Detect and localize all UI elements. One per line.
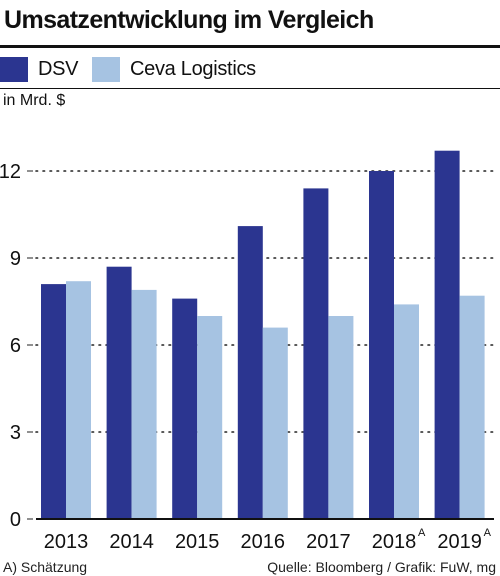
bar-dsv-2016 [237,226,263,519]
bar-dsv-2014 [106,266,132,519]
bar-dsv-2018 [369,171,394,519]
y-tick-label-6: 6 [10,335,21,357]
x-tick-label-2018: 2018 [372,531,417,553]
bar-ceva-2019 [459,295,485,519]
x-tick-label-2014: 2014 [109,531,154,553]
legend-item-dsv: DSV [0,55,79,83]
bar-dsv-2019 [434,150,460,519]
bar-dsv-2017 [303,188,329,519]
x-tick-label-2013: 2013 [44,531,89,553]
source-credit: Quelle: Bloomberg / Grafik: FuW, mg [267,559,496,575]
legend-label-dsv: DSV [38,57,79,80]
bar-dsv-2015 [172,298,198,519]
title-rule [0,45,500,48]
legend-swatch-ceva [92,56,120,82]
bar-ceva-2013 [66,281,91,519]
bar-ceva-2014 [131,289,157,519]
legend-rule [0,88,500,89]
legend-item-ceva: Ceva Logistics [92,55,256,83]
x-tick-label-2016: 2016 [241,531,286,553]
bar-ceva-2015 [197,316,223,519]
y-unit-label: in Mrd. $ [3,92,66,109]
y-tick-label-0: 0 [10,509,21,531]
x-tick-label-2015: 2015 [175,531,220,553]
y-tick-label-12: 12 [0,161,21,183]
legend-label-ceva: Ceva Logistics [130,57,256,80]
legend: DSV Ceva Logistics [0,55,500,83]
legend-swatch-dsv [0,56,28,82]
chart-title: Umsatzentwicklung im Vergleich [4,6,374,34]
y-tick-label-3: 3 [10,422,21,444]
bar-dsv-2013 [41,284,66,519]
x-tick-mark-2019: A [484,527,492,539]
bar-ceva-2016 [262,327,288,519]
bar-ceva-2018 [394,304,419,519]
x-tick-label-2019: 2019 [437,531,482,553]
footnote: A) Schätzung [3,559,88,575]
bar-ceva-2017 [328,316,354,519]
x-tick-label-2017: 2017 [306,531,351,553]
x-tick-mark-2018: A [418,527,426,539]
y-tick-label-9: 9 [10,248,21,270]
